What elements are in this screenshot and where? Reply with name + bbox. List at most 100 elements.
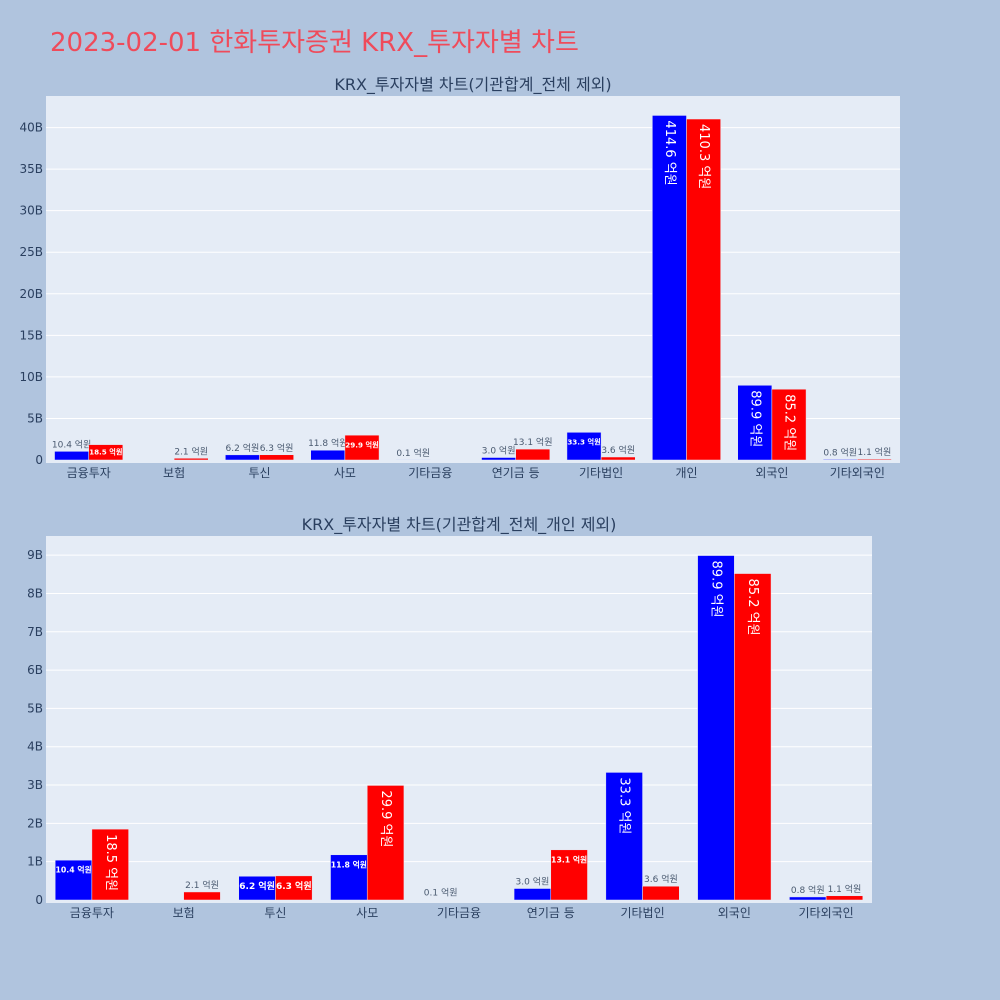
- data-label: 13.1 억원: [551, 854, 587, 864]
- data-label: 33.3 억원: [617, 777, 632, 834]
- y-tick-label: 4B: [27, 740, 43, 754]
- chart-all-investors: KRX_투자자별 차트(기관합계_전체 제외) 0 5B 10B 15B 20B 25B 30…: [19, 75, 900, 480]
- x-tick-label: 외국인: [755, 466, 788, 480]
- data-label: 33.3 억원: [567, 438, 600, 447]
- y-tick-label: 6B: [27, 663, 43, 677]
- bar-buy: [513, 888, 552, 901]
- bar-buy: [737, 385, 773, 461]
- x-tick-label: 보험: [173, 906, 195, 920]
- bar-sell: [771, 388, 807, 461]
- bar-sell: [825, 895, 864, 901]
- data-label: 3.0 억원: [516, 876, 550, 888]
- y-tick-label: 3B: [27, 778, 43, 792]
- x-tick-label: 연기금 등: [492, 466, 540, 480]
- bar-sell: [515, 448, 551, 461]
- bar-sell: [600, 456, 636, 461]
- bar-sell: [173, 458, 209, 461]
- x-tick-label: 기타금융: [408, 466, 452, 480]
- x-tick-label: 외국인: [718, 906, 751, 920]
- bar-sell: [642, 885, 680, 901]
- data-label: 0.8 억원: [791, 884, 825, 896]
- y-tick-label: 5B: [27, 701, 43, 715]
- y-tick-label: 0: [35, 453, 43, 467]
- bar-buy: [652, 115, 687, 461]
- x-tick-label: 기타금융: [437, 906, 481, 920]
- y-tick-label: 7B: [27, 625, 43, 639]
- x-tick-label: 투신: [264, 906, 286, 920]
- bar-sell: [550, 849, 588, 901]
- x-tick-label: 기타외국인: [830, 466, 885, 480]
- data-label: 3.6 억원: [644, 873, 678, 885]
- data-label: 89.9 억원: [747, 390, 762, 447]
- bar-sell: [183, 891, 221, 901]
- y-tick-label: 5B: [27, 411, 43, 425]
- data-label: 3.6 억원: [601, 444, 635, 456]
- data-label: 6.2 억원: [226, 442, 260, 454]
- bar-sell: [734, 573, 772, 901]
- data-label: 414.6 억원: [662, 120, 677, 185]
- data-label: 85.2 억원: [781, 394, 796, 451]
- data-label: 3.0 억원: [482, 445, 516, 457]
- y-tick-label: 2B: [27, 816, 43, 830]
- bar-buy: [225, 454, 260, 461]
- bar-sell: [366, 785, 405, 901]
- data-label: 1.1 억원: [828, 883, 862, 895]
- data-label: 10.4 억원: [55, 865, 91, 875]
- data-label: 410.3 억원: [696, 124, 711, 189]
- y-tick-label: 10B: [19, 370, 43, 384]
- bar-buy: [54, 451, 89, 461]
- bar-sell: [88, 444, 124, 461]
- page-title: 2023-02-01 한화투자증권 KRX_투자자별 차트: [50, 28, 579, 58]
- bar-buy: [605, 772, 643, 901]
- bar-sell: [686, 118, 721, 461]
- data-label: 89.9 억원: [708, 561, 723, 618]
- x-tick-label: 연기금 등: [527, 906, 575, 920]
- x-tick-label: 금융투자: [70, 906, 114, 920]
- bar-sell: [857, 458, 892, 461]
- data-label: 85.2 억원: [745, 579, 760, 636]
- x-tick-label: 사모: [334, 466, 356, 480]
- y-tick-label: 35B: [19, 162, 43, 176]
- bar-sell: [259, 454, 294, 461]
- chart-title: KRX_투자자별 차트(기관합계_전체 제외): [334, 75, 611, 95]
- data-label: 11.8 억원: [331, 859, 367, 869]
- y-tick-label: 8B: [27, 586, 43, 600]
- bar-buy: [330, 854, 368, 901]
- y-tick-label: 20B: [19, 287, 43, 301]
- data-label: 0.1 억원: [424, 887, 458, 899]
- y-tick-label: 40B: [19, 121, 43, 135]
- data-label: 6.3 억원: [276, 880, 312, 892]
- data-label: 29.9 억원: [378, 790, 393, 847]
- data-label: 11.8 억원: [308, 437, 347, 449]
- data-label: 6.2 억원: [239, 880, 275, 892]
- data-label: 18.5 억원: [89, 448, 122, 457]
- data-label: 6.3 억원: [260, 442, 294, 454]
- y-tick-label: 1B: [27, 855, 43, 869]
- x-tick-label: 사모: [356, 906, 378, 920]
- x-tick-label: 기타법인: [579, 466, 623, 480]
- x-tick-label: 기타외국인: [799, 906, 854, 920]
- y-tick-label: 0: [35, 893, 43, 907]
- data-label: 10.4 억원: [52, 438, 91, 450]
- chart-title: KRX_투자자별 차트(기관합계_전체_개인 제외): [302, 515, 617, 535]
- x-tick-label: 투신: [248, 466, 270, 480]
- bar-buy: [481, 457, 516, 461]
- x-tick-label: 개인: [675, 466, 697, 480]
- data-label: 2.1 억원: [174, 445, 208, 457]
- bar-buy: [54, 859, 93, 901]
- bar-sell: [344, 434, 380, 461]
- y-tick-label: 30B: [19, 204, 43, 218]
- bar-buy: [566, 432, 602, 461]
- data-label: 0.8 억원: [823, 446, 857, 458]
- x-tick-label: 보험: [163, 466, 185, 480]
- y-tick-label: 9B: [27, 548, 43, 562]
- y-tick-label: 25B: [19, 245, 43, 259]
- bar-buy: [789, 896, 827, 901]
- y-tick-label: 15B: [19, 328, 43, 342]
- x-tick-label: 기타법인: [620, 906, 664, 920]
- data-label: 1.1 억원: [858, 446, 892, 458]
- bar-buy: [822, 459, 858, 461]
- bar-buy: [310, 449, 346, 461]
- data-label: 2.1 억원: [185, 879, 219, 891]
- chart-excluding-individuals: KRX_투자자별 차트(기관합계_전체_개인 제외) 0 1B 2B 3B 4B 5B 6B 7…: [27, 515, 872, 920]
